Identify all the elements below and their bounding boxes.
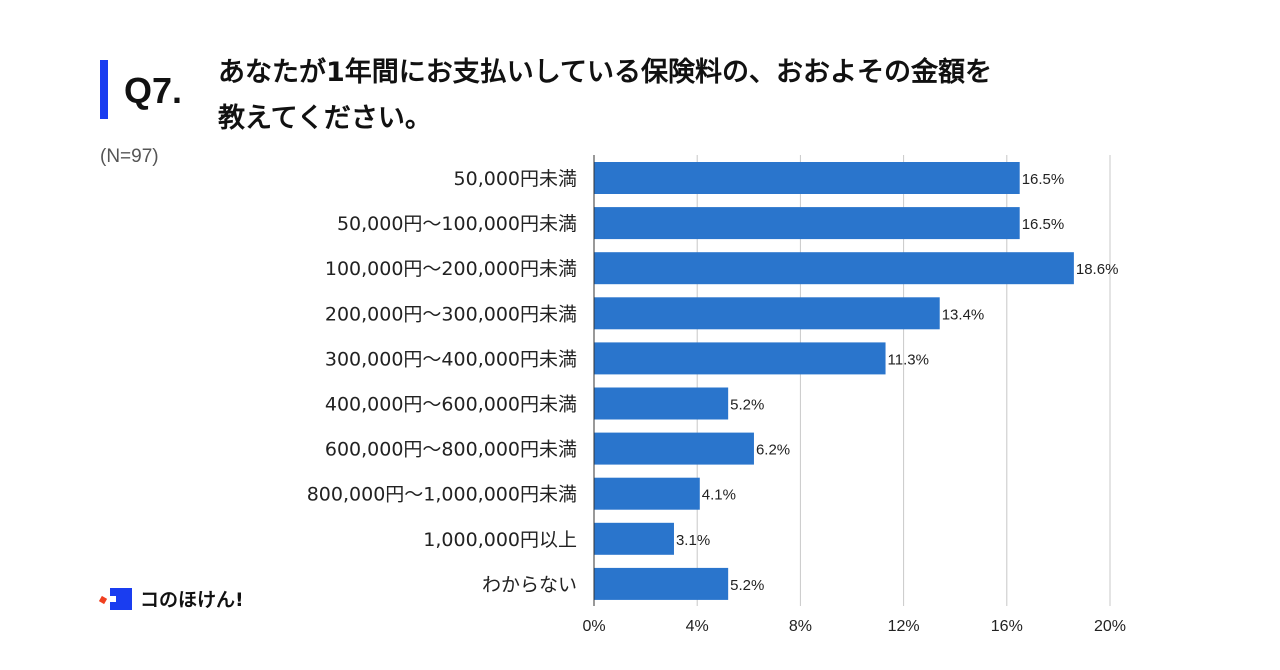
category-label: 50,000円〜100,000円未満 <box>337 213 577 235</box>
data-label: 3.1% <box>676 532 710 549</box>
category-label: 200,000円〜300,000円未満 <box>325 303 577 325</box>
category-label: 400,000円〜600,000円未満 <box>325 394 577 416</box>
bar <box>594 342 886 375</box>
bar <box>594 207 1020 240</box>
logo-text: コのほけん! <box>140 589 244 611</box>
x-tick-label: 12% <box>888 618 920 635</box>
x-tick-label: 4% <box>686 618 709 635</box>
data-label: 16.5% <box>1022 171 1065 188</box>
x-tick-label: 0% <box>582 618 605 635</box>
data-label: 5.2% <box>730 577 764 594</box>
sample-size: (N=97) <box>100 146 159 167</box>
bar <box>594 297 940 330</box>
logo: コのほけん! <box>98 585 244 612</box>
question-number: Q7. <box>124 70 183 111</box>
data-label: 16.5% <box>1022 216 1065 233</box>
category-label: 100,000円〜200,000円未満 <box>325 258 577 280</box>
category-label: 600,000円〜800,000円未満 <box>325 439 577 461</box>
title-line-1: あなたが1年間にお支払いしている保険料の、おおよその金額を <box>218 57 992 88</box>
bar <box>594 522 674 555</box>
bar <box>594 252 1074 285</box>
accent-bar <box>100 60 108 119</box>
x-tick-label: 8% <box>789 618 812 635</box>
data-label: 11.3% <box>888 351 929 368</box>
chart-title: あなたが1年間にお支払いしている保険料の、おおよその金額を 教えてください。 <box>218 50 1118 142</box>
x-tick-label: 20% <box>1094 618 1126 635</box>
category-label: 300,000円〜400,000円未満 <box>325 348 577 370</box>
category-label: 800,000円〜1,000,000円未満 <box>307 484 577 506</box>
data-label: 6.2% <box>756 442 790 459</box>
data-label: 4.1% <box>702 487 736 504</box>
category-label: 50,000円未満 <box>454 168 577 190</box>
x-tick-label: 16% <box>991 618 1023 635</box>
data-label: 5.2% <box>730 397 764 414</box>
data-label: 13.4% <box>942 306 985 323</box>
bar <box>594 387 729 420</box>
bar <box>594 162 1020 194</box>
title-line-2: 教えてください。 <box>218 103 432 134</box>
data-label: 18.6% <box>1076 261 1119 278</box>
bar <box>594 567 729 600</box>
category-label: 1,000,000円以上 <box>423 529 577 551</box>
bar <box>594 477 700 510</box>
bar <box>594 432 754 465</box>
category-label: わからない <box>482 574 577 596</box>
logo-icon <box>98 587 132 610</box>
